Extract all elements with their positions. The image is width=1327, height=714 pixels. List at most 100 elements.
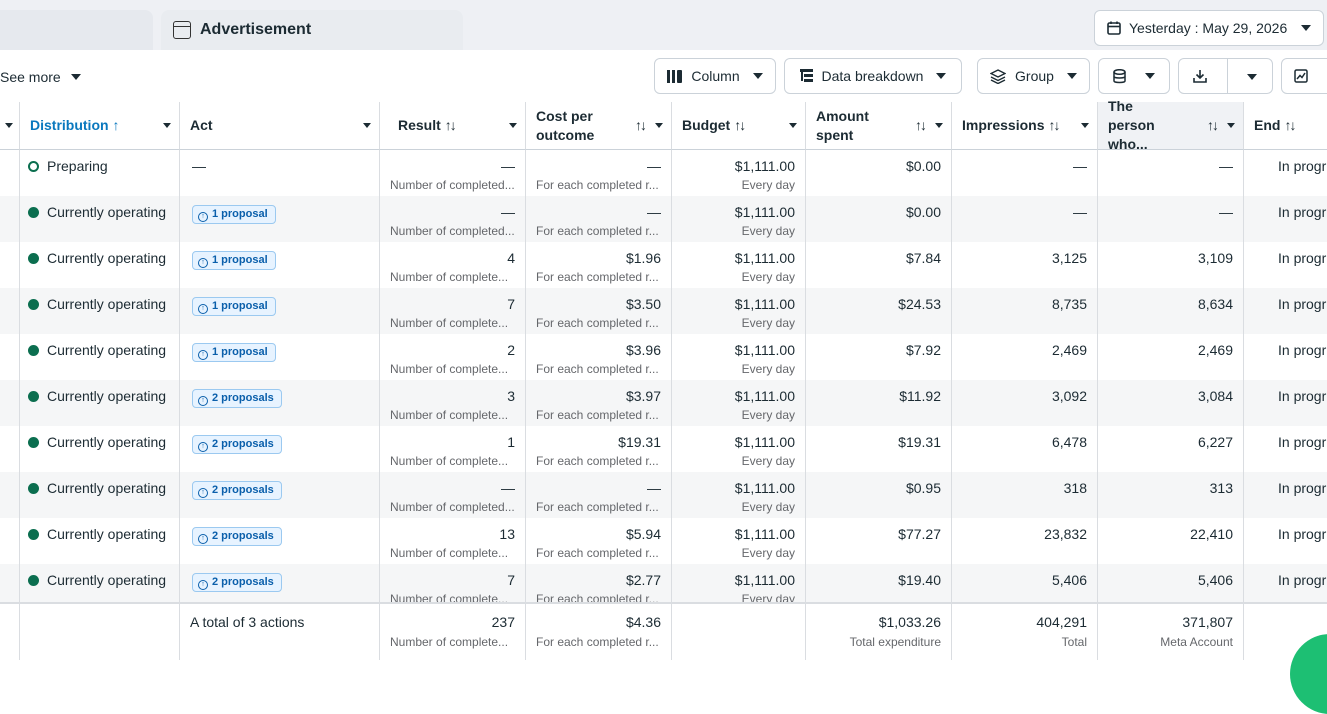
proposal-badge[interactable]: ↑ 1 proposal xyxy=(192,251,276,270)
budget-cell[interactable]: $1,111.00 Every day xyxy=(672,288,806,334)
layers-icon xyxy=(990,68,1007,84)
budget-sub: Every day xyxy=(741,408,795,422)
cost-value[interactable]: $19.31 xyxy=(618,434,661,450)
budget-cell[interactable]: $1,111.00 Every day xyxy=(672,242,806,288)
cost-cell: $3.50 For each completed r... xyxy=(526,288,672,334)
result-cell: — Number of completed... xyxy=(380,150,526,196)
amount-spent-value: $77.27 xyxy=(898,526,941,542)
status-cell: Preparing xyxy=(20,150,180,196)
proposal-badge[interactable]: ↑ 1 proposal xyxy=(192,297,276,316)
proposal-badge[interactable]: ↑ 2 proposals xyxy=(192,435,282,454)
proposal-badge[interactable]: ↑ 1 proposal xyxy=(192,343,276,362)
act-cell: ↑ 1 proposal xyxy=(180,242,380,288)
result-value[interactable]: 13 xyxy=(499,526,515,542)
proposal-badge[interactable]: ↑ 1 proposal xyxy=(192,205,276,224)
person-cell: 313 xyxy=(1098,472,1244,518)
budget-cell[interactable]: $1,111.00 Every day xyxy=(672,196,806,242)
result-value[interactable]: 7 xyxy=(507,572,515,588)
table-row[interactable]: Preparing — — Number of completed... — F… xyxy=(0,150,1327,196)
proposal-label: 2 proposals xyxy=(212,484,274,496)
result-value[interactable]: 1 xyxy=(507,434,515,450)
amount-spent-cell: $11.92 xyxy=(806,380,952,426)
table-row[interactable]: Currently operating ↑ 2 proposals 7 Numbe… xyxy=(0,564,1327,602)
window-icon xyxy=(173,21,191,39)
impressions-value: 3,125 xyxy=(1051,250,1087,266)
proposal-badge[interactable]: ↑ 2 proposals xyxy=(192,527,282,546)
proposal-badge[interactable]: ↑ 2 proposals xyxy=(192,481,282,500)
end-value: In progr xyxy=(1278,342,1327,358)
budget-sub: Every day xyxy=(741,178,795,192)
totals-result-value: 237 xyxy=(491,614,515,630)
data-breakdown-button[interactable]: Data breakdown xyxy=(784,58,962,94)
cost-value[interactable]: $3.50 xyxy=(625,296,661,312)
column-header-amount-spent[interactable]: Amount spent ↑↓ xyxy=(806,102,952,150)
status-dot-icon xyxy=(28,437,39,448)
database-icon xyxy=(1113,68,1126,83)
budget-cell[interactable]: $1,111.00 Every day xyxy=(672,426,806,472)
cost-value[interactable]: $3.97 xyxy=(625,388,661,404)
column-header-budget[interactable]: Budget ↑↓ xyxy=(672,102,806,150)
budget-cell[interactable]: $1,111.00 Every day xyxy=(672,380,806,426)
budget-cell[interactable]: $1,111.00 Every day xyxy=(672,564,806,602)
proposal-badge[interactable]: ↑ 2 proposals xyxy=(192,389,282,408)
column-header-person[interactable]: The person who... ↑↓ xyxy=(1098,98,1244,152)
column-header-result[interactable]: Result ↑↓ xyxy=(380,102,526,150)
cost-value[interactable]: $1.96 xyxy=(625,250,661,266)
breakdown-icon xyxy=(799,69,813,82)
impressions-value: 8,735 xyxy=(1051,296,1087,312)
table-row[interactable]: Currently operating ↑ 1 proposal 7 Number… xyxy=(0,288,1327,334)
column-header-act[interactable]: Act xyxy=(180,102,380,150)
totals-cost-value[interactable]: $4.36 xyxy=(625,614,661,630)
act-cell: ↑ 1 proposal xyxy=(180,334,380,380)
status-cell: Currently operating xyxy=(20,564,180,602)
totals-spent-value: $1,033.26 xyxy=(878,614,941,630)
column-header-label: Cost per outcome xyxy=(536,107,595,143)
result-value[interactable]: 4 xyxy=(507,250,515,266)
result-value[interactable]: 7 xyxy=(507,296,515,312)
status-dot-icon xyxy=(28,161,39,172)
budget-sub: Every day xyxy=(741,500,795,514)
budget-cell[interactable]: $1,111.00 Every day xyxy=(672,472,806,518)
budget-cell[interactable]: $1,111.00 Every day xyxy=(672,334,806,380)
reports-button[interactable] xyxy=(1098,58,1170,94)
arrow-up-circle-icon: ↑ xyxy=(198,350,208,360)
table-row[interactable]: Currently operating ↑ 2 proposals — Numbe… xyxy=(0,472,1327,518)
export-button[interactable] xyxy=(1178,58,1273,94)
person-cell: — xyxy=(1098,150,1244,196)
column-header-end[interactable]: End ↑↓ xyxy=(1244,102,1327,150)
table-row[interactable]: Currently operating ↑ 1 proposal 2 Number… xyxy=(0,334,1327,380)
status-text: Currently operating xyxy=(47,250,167,266)
column-button[interactable]: Column xyxy=(654,58,776,94)
cost-value[interactable]: $3.96 xyxy=(625,342,661,358)
proposal-badge[interactable]: ↑ 2 proposals xyxy=(192,573,282,592)
see-more-button[interactable]: See more xyxy=(0,69,81,85)
tab-previous[interactable] xyxy=(0,10,153,50)
date-range-button[interactable]: Yesterday : May 29, 2026 xyxy=(1094,10,1324,46)
column-header-label: Act xyxy=(190,117,213,133)
table-row[interactable]: Currently operating ↑ 1 proposal — Number… xyxy=(0,196,1327,242)
chart-button[interactable] xyxy=(1281,58,1327,94)
group-button[interactable]: Group xyxy=(977,58,1090,94)
column-header-previous[interactable] xyxy=(0,102,20,150)
tab-advertisement[interactable]: Advertisement xyxy=(161,10,463,50)
chevron-down-icon xyxy=(163,123,171,128)
table-row[interactable]: Currently operating ↑ 1 proposal 4 Number… xyxy=(0,242,1327,288)
table-row[interactable]: Currently operating ↑ 2 proposals 3 Numbe… xyxy=(0,380,1327,426)
totals-person-value[interactable]: 371,807 xyxy=(1182,614,1233,630)
column-header-impressions[interactable]: Impressions ↑↓ xyxy=(952,102,1098,150)
cost-value[interactable]: $5.94 xyxy=(625,526,661,542)
act-cell: ↑ 2 proposals xyxy=(180,426,380,472)
table-row[interactable]: Currently operating ↑ 2 proposals 1 Numbe… xyxy=(0,426,1327,472)
budget-cell[interactable]: $1,111.00 Every day xyxy=(672,150,806,196)
result-cell: — Number of completed... xyxy=(380,472,526,518)
table-row[interactable]: Currently operating ↑ 2 proposals 13 Numb… xyxy=(0,518,1327,564)
amount-spent-cell: $7.84 xyxy=(806,242,952,288)
result-value[interactable]: 2 xyxy=(507,342,515,358)
amount-spent-cell: $19.31 xyxy=(806,426,952,472)
column-header-cost-per-outcome[interactable]: Cost per outcome ↑↓ xyxy=(526,102,672,150)
budget-cell[interactable]: $1,111.00 Every day xyxy=(672,518,806,564)
column-header-distribution[interactable]: Distribution ↑ xyxy=(20,102,180,150)
result-value[interactable]: 3 xyxy=(507,388,515,404)
end-cell: In progr xyxy=(1244,472,1327,518)
cost-value[interactable]: $2.77 xyxy=(625,572,661,588)
